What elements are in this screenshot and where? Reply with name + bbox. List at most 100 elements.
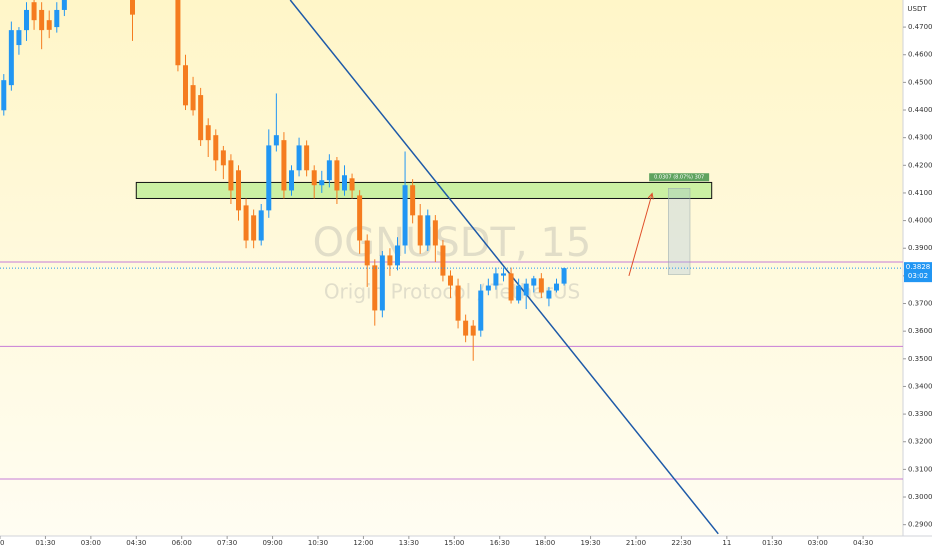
candle-body xyxy=(478,290,484,331)
x-tick-label: 16:30 xyxy=(490,539,510,547)
candle-body xyxy=(561,268,567,284)
candle-body xyxy=(546,290,552,299)
candle-body xyxy=(182,65,188,106)
measure-label: 0.0307 (8.07%) 307 xyxy=(654,175,704,181)
x-tick-label: 04:30 xyxy=(853,539,873,547)
candle-body xyxy=(213,135,219,161)
countdown-label: 03:02 xyxy=(908,272,928,280)
x-tick-label: 10:30 xyxy=(308,539,328,547)
x-tick-label: 0 xyxy=(0,539,4,547)
candle-body xyxy=(296,145,302,171)
currency-label: USDT xyxy=(907,5,927,13)
candle-body xyxy=(243,205,249,241)
candle-body xyxy=(311,170,317,186)
candle-body xyxy=(493,273,499,286)
x-tick-label: 12:00 xyxy=(353,539,373,547)
y-tick-label: 0.3400 xyxy=(908,382,932,390)
candle-body xyxy=(54,9,60,28)
arrow-head xyxy=(647,192,654,200)
y-tick-label: 0.3600 xyxy=(908,327,932,335)
candle-body xyxy=(205,125,211,141)
candle-body xyxy=(470,325,476,336)
candle-body xyxy=(402,185,408,246)
x-tick-label: 03:00 xyxy=(81,539,101,547)
candle-body xyxy=(508,273,514,301)
candle-body xyxy=(23,9,29,31)
candle-body xyxy=(379,255,385,311)
candle-body xyxy=(8,30,14,86)
candle-body xyxy=(258,210,264,241)
candle-body xyxy=(319,180,325,186)
candle-body xyxy=(39,9,45,31)
y-tick-label: 0.4400 xyxy=(908,106,932,114)
candle-body xyxy=(447,275,453,286)
x-tick-label: 15:00 xyxy=(444,539,464,547)
candle-body xyxy=(304,145,310,171)
candle-body xyxy=(425,215,431,246)
y-tick-label: 0.4100 xyxy=(908,189,932,197)
x-tick-label: 11 xyxy=(722,539,731,547)
candle-body xyxy=(334,160,340,191)
candle-body xyxy=(281,140,287,191)
last-price-label: 0.3828 xyxy=(906,263,931,271)
y-tick-label: 0.3100 xyxy=(908,465,932,473)
last-price-box xyxy=(904,262,932,283)
candle-body xyxy=(175,0,181,66)
candle-body xyxy=(432,220,438,246)
x-tick-label: 09:00 xyxy=(262,539,282,547)
candle-body xyxy=(198,95,204,141)
y-tick-label: 0.4200 xyxy=(908,161,932,169)
candle-body xyxy=(455,285,461,321)
y-tick-label: 0.4300 xyxy=(908,134,932,142)
support-zone xyxy=(135,181,713,199)
candle-body xyxy=(235,170,241,211)
x-tick-label: 01:30 xyxy=(35,539,55,547)
candle-body xyxy=(266,145,272,211)
y-tick-label: 0.4600 xyxy=(908,51,932,59)
candle-body xyxy=(349,178,355,191)
measure-box xyxy=(668,187,691,275)
x-tick-label: 01:30 xyxy=(762,539,782,547)
candle-body xyxy=(273,135,279,146)
candle-body xyxy=(485,285,491,291)
plot: 0.0307 (8.07%) 307 xyxy=(0,0,903,535)
candle-body xyxy=(220,150,226,166)
x-tick-label: 07:30 xyxy=(217,539,237,547)
y-tick-label: 0.3000 xyxy=(908,493,932,501)
candle-body xyxy=(228,160,234,191)
x-tick-label: 19:30 xyxy=(580,539,600,547)
y-tick-label: 0.2900 xyxy=(908,521,932,529)
time-axis xyxy=(0,536,932,550)
candle-body xyxy=(364,240,370,266)
x-tick-label: 06:00 xyxy=(172,539,192,547)
candle-body xyxy=(326,160,332,181)
candle-body xyxy=(61,0,67,10)
candle-body xyxy=(16,30,22,46)
y-tick-label: 0.4500 xyxy=(908,78,932,86)
candle-body xyxy=(31,2,37,21)
candle-body xyxy=(531,278,537,286)
y-tick-label: 0.3300 xyxy=(908,410,932,418)
y-tick-label: 0.3500 xyxy=(908,355,932,363)
x-tick-label: 21:00 xyxy=(626,539,646,547)
y-tick-label: 0.4700 xyxy=(908,23,932,31)
trend-line xyxy=(289,0,719,535)
candle-body xyxy=(516,285,522,301)
x-tick-label: 04:30 xyxy=(126,539,146,547)
candle-body xyxy=(553,283,559,291)
candle-body xyxy=(46,20,52,30)
arrow-line xyxy=(628,193,653,277)
x-tick-label: 13:30 xyxy=(399,539,419,547)
candle-body xyxy=(394,245,400,266)
candle-body xyxy=(1,80,7,111)
x-tick-label: 03:00 xyxy=(808,539,828,547)
candle-body xyxy=(417,215,423,246)
measure-label-bg xyxy=(649,173,710,182)
candle-body xyxy=(288,170,294,191)
x-tick-label: 22:30 xyxy=(671,539,691,547)
y-tick-label: 0.3900 xyxy=(908,244,932,252)
candle-body xyxy=(538,278,544,293)
candle-body xyxy=(129,0,135,15)
